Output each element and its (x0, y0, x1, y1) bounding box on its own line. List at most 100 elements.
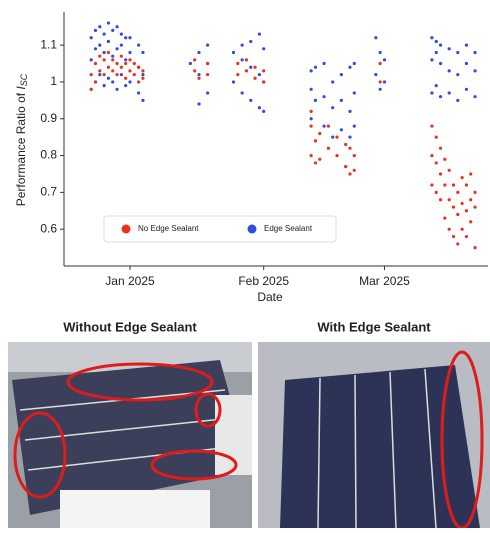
point (430, 58, 434, 62)
y-tick-label: 0.9 (40, 111, 57, 125)
point (119, 43, 123, 47)
point (339, 128, 343, 132)
point (141, 50, 145, 55)
point (443, 157, 447, 161)
point (236, 72, 240, 77)
point (339, 72, 343, 77)
point (434, 135, 438, 139)
point (430, 91, 434, 95)
point (464, 234, 469, 239)
point (93, 47, 98, 51)
point (378, 80, 382, 84)
point (115, 87, 119, 91)
point (434, 50, 438, 55)
point (378, 87, 382, 91)
point (331, 80, 335, 84)
point (128, 69, 132, 73)
photo-left (8, 342, 252, 528)
point (119, 32, 123, 36)
point (257, 106, 261, 110)
point (447, 168, 451, 172)
y-tick-label: 0.6 (40, 221, 57, 235)
point (240, 43, 244, 47)
point (128, 80, 132, 84)
point (111, 80, 115, 84)
point (240, 58, 244, 62)
point (257, 72, 261, 77)
point (326, 124, 331, 128)
point (430, 183, 434, 187)
y-tick-label: 1.1 (40, 37, 57, 51)
point (102, 84, 106, 88)
point (447, 47, 451, 51)
point (98, 69, 102, 73)
point (102, 72, 106, 77)
point (89, 58, 93, 62)
point (352, 124, 356, 128)
point (244, 69, 249, 73)
point (447, 198, 451, 202)
point (438, 172, 443, 176)
point (456, 72, 460, 77)
point (111, 58, 115, 62)
point (309, 117, 313, 121)
point (456, 242, 460, 246)
point (257, 32, 261, 36)
point (313, 161, 318, 165)
point (106, 76, 111, 80)
point (206, 91, 210, 95)
point (111, 54, 115, 58)
point (344, 165, 348, 169)
point (193, 69, 197, 73)
point (382, 80, 387, 84)
legend-box (103, 215, 337, 243)
point (430, 124, 434, 128)
point (98, 72, 102, 77)
point (447, 91, 451, 95)
point (473, 50, 477, 55)
point (119, 72, 123, 77)
point (348, 65, 352, 69)
point (231, 50, 236, 55)
point (331, 106, 335, 110)
y-label-symbol: I (14, 86, 28, 90)
legend-label: No Edge Sealant (138, 224, 199, 233)
point (331, 135, 335, 139)
point (434, 84, 438, 88)
y-label-text: Performance Ratio of (14, 90, 28, 207)
point (115, 72, 119, 77)
point (469, 220, 473, 224)
point (464, 209, 469, 213)
point (102, 32, 106, 36)
point (111, 28, 115, 33)
point (456, 50, 460, 55)
point (374, 36, 378, 40)
point (447, 69, 451, 73)
point (119, 54, 123, 58)
point (313, 65, 318, 69)
point (443, 216, 447, 220)
point (98, 54, 102, 58)
point (434, 190, 438, 194)
point (93, 80, 98, 84)
point (197, 76, 201, 80)
point (464, 183, 469, 187)
point (352, 168, 356, 172)
point (141, 98, 145, 102)
point (262, 47, 266, 51)
point (206, 43, 210, 47)
point (240, 91, 244, 95)
point (438, 198, 443, 202)
point (434, 161, 438, 165)
photo-right (258, 342, 490, 530)
point (456, 190, 460, 194)
point (124, 84, 128, 88)
point (206, 61, 210, 66)
point (438, 61, 443, 66)
point (447, 227, 451, 231)
point (115, 25, 119, 29)
point (309, 153, 313, 158)
point (451, 183, 456, 187)
point (460, 201, 464, 206)
point (322, 124, 326, 128)
